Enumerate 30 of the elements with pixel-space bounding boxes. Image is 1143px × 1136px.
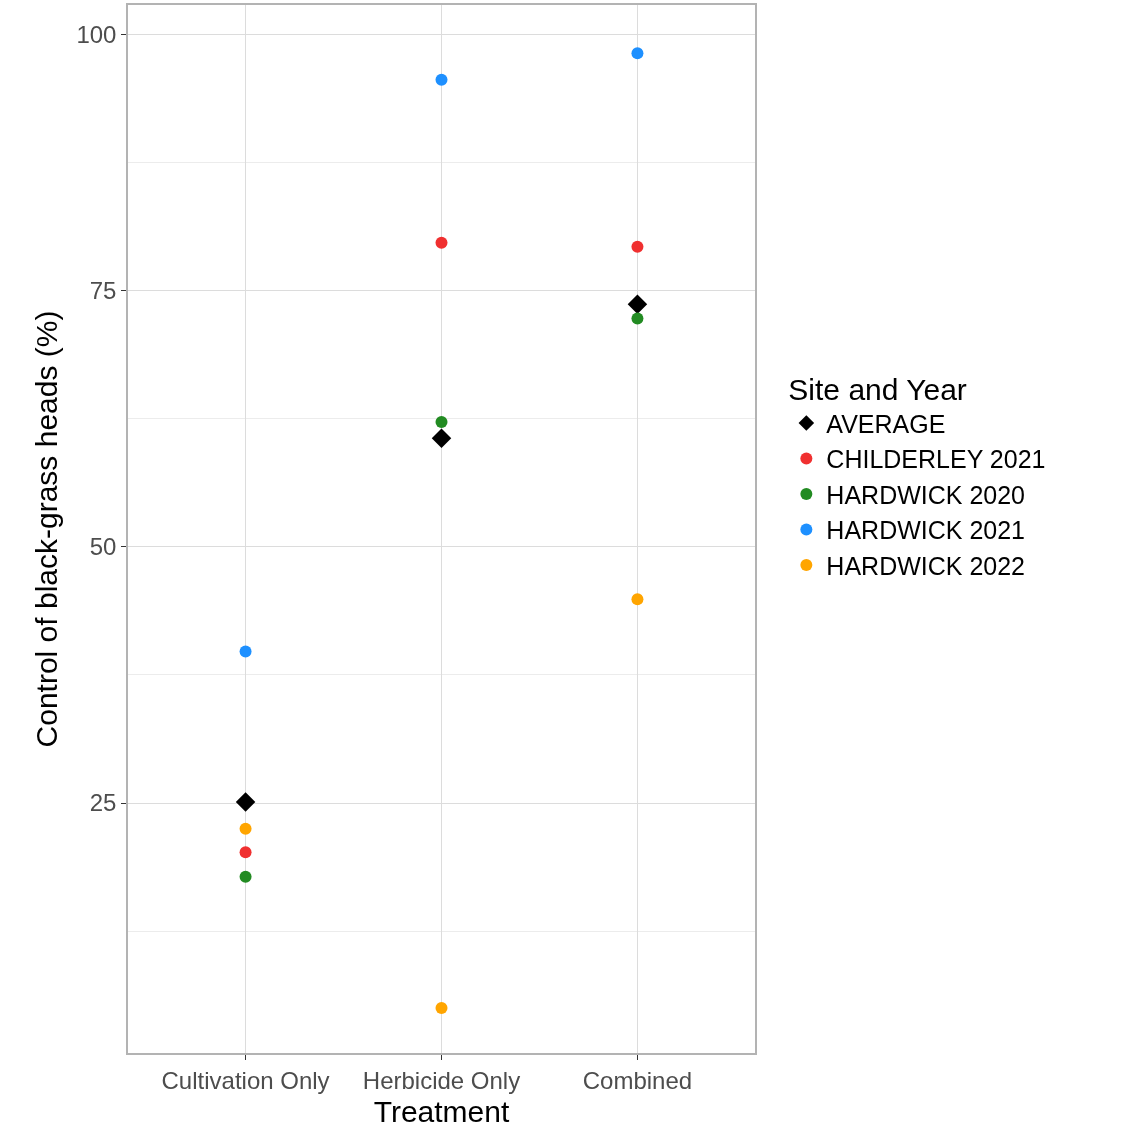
point xyxy=(627,294,648,314)
y-tick-label: 50 xyxy=(89,533,117,561)
point xyxy=(435,236,448,249)
point xyxy=(235,792,256,812)
point xyxy=(435,73,448,86)
point xyxy=(435,1001,448,1014)
legend-title: Site and Year xyxy=(788,373,967,407)
y-tick-label: 25 xyxy=(89,789,117,817)
x-tick-label: Herbicide Only xyxy=(362,1066,521,1094)
y-tick-label: 75 xyxy=(89,277,117,305)
y-tick-label: 100 xyxy=(76,21,117,49)
legend-label: HARDWICK 2020 xyxy=(826,480,1026,509)
point xyxy=(631,312,644,325)
point xyxy=(239,846,252,859)
point xyxy=(631,593,644,606)
x-tick-label: Cultivation Only xyxy=(161,1066,330,1094)
legend-label: AVERAGE xyxy=(826,409,946,438)
x-tick-label: Combined xyxy=(582,1066,693,1094)
legend-label: HARDWICK 2021 xyxy=(826,516,1026,545)
y-axis-title: Control of black-grass heads (%) xyxy=(29,310,63,748)
point xyxy=(631,240,644,253)
point xyxy=(239,870,252,883)
legend-label: CHILDERLEY 2021 xyxy=(826,445,1046,474)
point xyxy=(631,47,644,60)
x-axis-title: Treatment xyxy=(373,1094,510,1128)
legend-label: HARDWICK 2022 xyxy=(826,551,1026,580)
point xyxy=(239,822,252,835)
point xyxy=(431,428,452,449)
point xyxy=(435,415,448,428)
point xyxy=(239,645,252,658)
